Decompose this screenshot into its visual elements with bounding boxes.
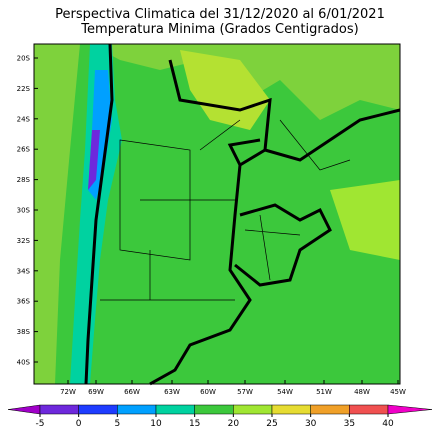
colorbar-over <box>387 404 433 415</box>
lon-label: 69W <box>88 388 104 396</box>
colorbar-label: 40 <box>382 419 394 429</box>
colorbar-bin <box>310 404 350 415</box>
colorbar-bin <box>78 404 118 415</box>
lon-label: 51W <box>316 388 332 396</box>
andes-coldest <box>88 130 100 190</box>
lat-label: 20S <box>17 55 31 63</box>
colorbar-label: 35 <box>344 419 355 429</box>
colorbar-label: 5 <box>114 419 120 429</box>
lat-label: 28S <box>17 176 31 184</box>
lat-label: 32S <box>17 237 31 245</box>
lon-label: 66W <box>124 388 140 396</box>
title: Perspectiva Climatica del 31/12/2020 al … <box>55 7 385 22</box>
lat-label: 36S <box>17 298 31 306</box>
lat-label: 34S <box>17 267 31 275</box>
province-lines <box>100 119 351 301</box>
lat-label: 24S <box>17 115 31 123</box>
colorbar-label: 0 <box>76 419 82 429</box>
lon-label: 63W <box>164 388 180 396</box>
colorbar-label: 10 <box>150 419 162 429</box>
colorbar-bin <box>117 404 157 415</box>
borders <box>84 43 401 386</box>
colorbar-label: 25 <box>266 419 277 429</box>
colorbar-bin <box>194 404 234 415</box>
map-frame <box>33 43 401 385</box>
colorbar-label: 20 <box>228 419 240 429</box>
colorbar-label: -5 <box>36 419 45 429</box>
lat-label: 22S <box>17 85 31 93</box>
lon-label: 60W <box>200 388 216 396</box>
colorbar-bin <box>39 404 79 415</box>
lon-label: 54W <box>277 388 293 396</box>
colorbar-bin <box>233 404 273 415</box>
lat-label: 30S <box>17 207 31 215</box>
warm-region <box>330 180 400 260</box>
colorbar-label: 30 <box>305 419 317 429</box>
colorbar-label: 15 <box>189 419 200 429</box>
colorbar-bin <box>271 404 311 415</box>
subtitle: Temperatura Minima (Grados Centigrados) <box>80 22 358 37</box>
map <box>33 43 401 386</box>
lat-label: 40S <box>17 359 31 367</box>
lon-label: 57W <box>237 388 253 396</box>
warm-region <box>180 50 270 130</box>
ocean-region <box>34 44 80 384</box>
colorbar-bin <box>155 404 195 415</box>
colorbar-under <box>7 404 41 415</box>
lat-label: 38S <box>17 328 31 336</box>
lon-label: 48W <box>354 388 370 396</box>
colorbar-bin <box>349 404 389 415</box>
lat-label: 26S <box>17 146 31 154</box>
lon-label: 45W <box>390 388 406 396</box>
lon-label: 72W <box>60 388 76 396</box>
